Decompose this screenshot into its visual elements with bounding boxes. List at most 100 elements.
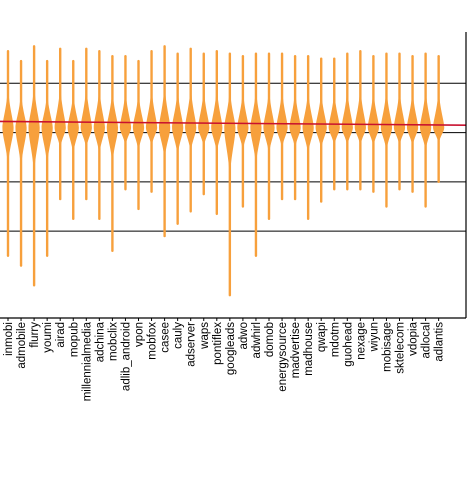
violin-body-airad bbox=[54, 84, 66, 150]
violin-body-vpon bbox=[132, 91, 145, 153]
x-tick-label-adchina: adchina bbox=[94, 321, 106, 362]
violin-domob bbox=[263, 52, 275, 221]
violin-inmobi bbox=[2, 50, 14, 257]
x-tick-label-flurry: flurry bbox=[29, 322, 41, 348]
violin-admobile bbox=[15, 59, 27, 267]
violin-body-flurry bbox=[28, 82, 40, 175]
x-tick-label-casee: casee bbox=[160, 322, 172, 353]
violin-body-youmi bbox=[41, 91, 53, 167]
median-trend-line bbox=[0, 120, 467, 126]
x-tick-label-adlocal: adlocal bbox=[421, 322, 433, 358]
x-tick-label-waps: waps bbox=[199, 322, 211, 350]
violin-adlocal bbox=[420, 52, 432, 208]
x-tick-label-mobisage: mobisage bbox=[381, 322, 393, 372]
x-tick-label-airad: airad bbox=[55, 322, 67, 348]
x-tick-label-madhouse: madhouse bbox=[303, 322, 315, 376]
violin-body-qwapi bbox=[315, 89, 327, 150]
violin-airad bbox=[54, 47, 66, 201]
violin-body-mdotm bbox=[328, 89, 340, 147]
x-tick-label-inmobi: inmobi bbox=[3, 322, 15, 356]
violin-mopub bbox=[67, 59, 79, 221]
violin-adchina bbox=[93, 50, 105, 221]
violin-body-vdopia bbox=[406, 88, 419, 147]
x-tick-label-googleads: googleads bbox=[225, 322, 237, 375]
violin-body-millennialmedia bbox=[80, 84, 92, 150]
x-tick-label-nexage: nexage bbox=[355, 322, 367, 360]
x-tick-labels: inmobi admobile flurry youmi airad mopub mille… bbox=[3, 318, 446, 401]
median-trend bbox=[0, 120, 467, 126]
violin-waps bbox=[198, 52, 210, 196]
x-tick-label-adwo: adwo bbox=[238, 322, 250, 350]
x-tick-label-mobclix: mobclix bbox=[107, 322, 119, 361]
violin-vdopia bbox=[406, 54, 419, 193]
violin-energysource bbox=[276, 52, 288, 201]
violin-body-waps bbox=[198, 86, 210, 148]
violin-cauly bbox=[172, 52, 184, 225]
violin-pontiflex bbox=[211, 50, 223, 216]
violin-body-mobfox bbox=[145, 85, 158, 147]
violin-mobclix bbox=[106, 54, 118, 253]
violin-body-guohead bbox=[341, 86, 353, 147]
violin-body-mobclix bbox=[106, 88, 118, 165]
violin-googleads bbox=[224, 52, 236, 297]
violin-madvertise bbox=[289, 54, 301, 201]
violin-vpon bbox=[132, 59, 145, 211]
x-tick-label-millennialmedia: millennialmedia bbox=[81, 321, 93, 401]
x-tick-label-qwapi: qwapi bbox=[316, 322, 328, 352]
violin-body-energysource bbox=[276, 86, 288, 150]
violin-body-adlocal bbox=[420, 86, 432, 152]
violin-adlantis bbox=[433, 54, 445, 184]
violin-guohead bbox=[341, 52, 353, 191]
violin-body-adwo bbox=[237, 88, 249, 152]
violin-body-domob bbox=[263, 86, 275, 155]
violin-mobisage bbox=[380, 52, 393, 208]
violin-body-sktelecom bbox=[393, 86, 406, 147]
violin-body-admobile bbox=[15, 91, 27, 170]
violin-body-adserver bbox=[185, 84, 197, 153]
x-tick-label-cauly: cauly bbox=[173, 322, 185, 349]
gridlines bbox=[0, 82, 466, 232]
x-tick-label-adlantis: adlantis bbox=[434, 322, 446, 362]
violin-body-madvertise bbox=[289, 88, 301, 150]
x-tick-label-madvertise: madvertise bbox=[290, 322, 302, 378]
x-tick-label-guohead: guohead bbox=[342, 322, 354, 367]
violin-millennialmedia bbox=[80, 47, 92, 201]
violin-sktelecom bbox=[393, 52, 406, 191]
violin-adwhirl bbox=[250, 52, 262, 257]
violin-nexage bbox=[354, 50, 366, 191]
violin-body-adlantis bbox=[433, 88, 445, 144]
x-tick-label-admobile: admobile bbox=[16, 322, 28, 369]
violin-body-googleads bbox=[224, 86, 236, 178]
x-tick-label-adserver: adserver bbox=[186, 322, 198, 367]
violin-body-casee bbox=[159, 82, 171, 161]
violin-body-mobisage bbox=[380, 86, 393, 152]
violin-body-adwhirl bbox=[250, 86, 262, 167]
violin-adserver bbox=[185, 47, 197, 213]
x-tick-label-pontiflex: pontiflex bbox=[212, 322, 224, 365]
violin-adwo bbox=[237, 54, 249, 208]
violin-casee bbox=[159, 45, 171, 238]
violin-madhouse bbox=[302, 54, 314, 221]
violins bbox=[2, 45, 445, 297]
x-tick-label-mopub: mopub bbox=[68, 322, 80, 357]
x-tick-label-sktelecom: sktelecom bbox=[395, 322, 407, 374]
violin-body-madhouse bbox=[302, 88, 314, 155]
x-tick-label-adlib_android: adlib_android bbox=[120, 322, 132, 391]
violin-body-adlib_android bbox=[119, 88, 132, 147]
violin-body-wiyun bbox=[367, 88, 379, 147]
axes bbox=[0, 32, 467, 319]
x-tick-label-energysource: energysource bbox=[277, 322, 289, 392]
x-tick-label-vdopia: vdopia bbox=[408, 321, 420, 355]
violin-qwapi bbox=[315, 57, 327, 203]
violin-body-inmobi bbox=[2, 85, 14, 167]
x-tick-label-vpon: vpon bbox=[134, 322, 146, 347]
violin-body-nexage bbox=[354, 85, 366, 147]
violin-mobfox bbox=[145, 50, 158, 193]
x-tick-label-mobfox: mobfox bbox=[147, 322, 159, 360]
violin-body-cauly bbox=[172, 86, 184, 157]
x-tick-label-youmi: youmi bbox=[42, 322, 54, 353]
x-tick-label-wiyun: wiyun bbox=[368, 322, 380, 352]
x-tick-label-mdotm: mdotm bbox=[329, 322, 341, 357]
x-tick-label-adwhirl: adwhirl bbox=[251, 322, 263, 358]
